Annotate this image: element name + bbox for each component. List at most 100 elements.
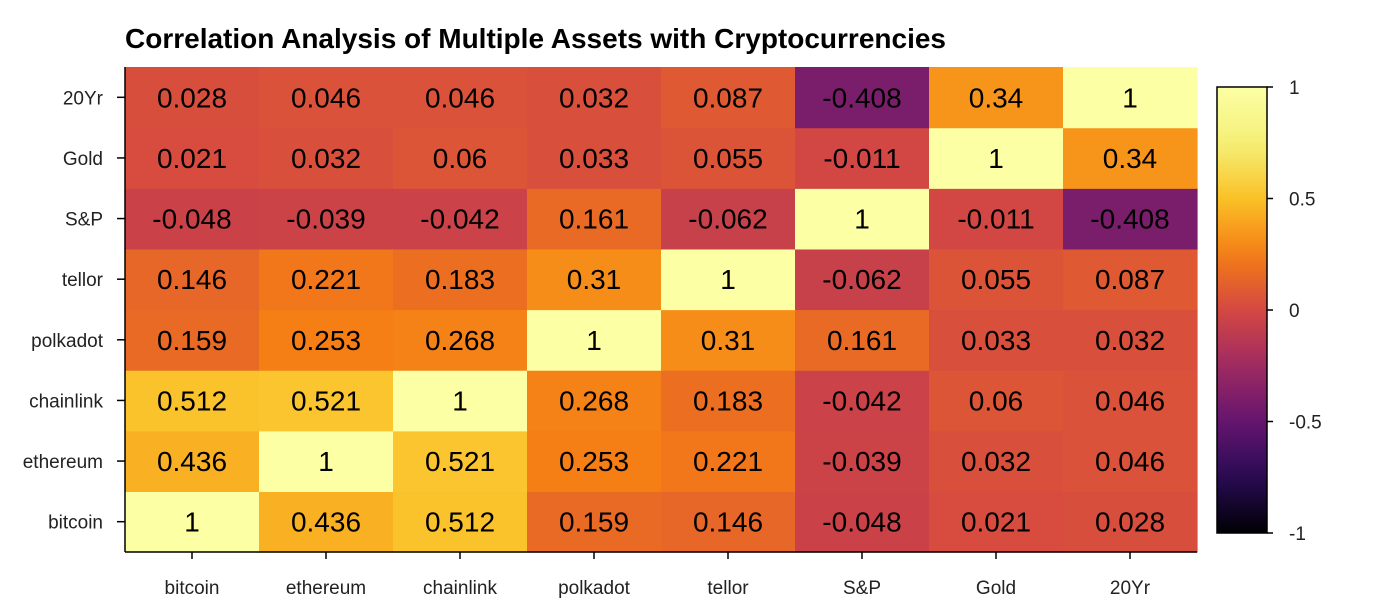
cell-value-label: 1 — [452, 385, 468, 416]
cell-value-label: 0.028 — [157, 82, 227, 113]
colorbar-gradient — [1216, 86, 1268, 534]
cell-value-label: -0.011 — [823, 143, 900, 174]
cell-value-label: -0.039 — [286, 204, 365, 235]
heatmap-cell — [527, 491, 662, 553]
cell-value-label: 0.512 — [157, 385, 227, 416]
cell-value-label: 0.032 — [291, 143, 361, 174]
cell-value-label: 0.046 — [425, 82, 495, 113]
heatmap-cell — [259, 309, 394, 371]
heatmap-cell — [1063, 430, 1198, 492]
heatmap-cell — [393, 248, 528, 311]
cell-value-label: 0.087 — [1095, 264, 1165, 295]
cell-value-label: 0.521 — [425, 446, 495, 477]
heatmap-cell — [259, 491, 394, 553]
cell-value-label: 0.512 — [425, 507, 495, 538]
heatmap-cell — [929, 491, 1064, 553]
heatmap-cell-labels: 1 0.436 0.512 0.159 0.146 -0.048 0.021 0.028 0.4… — [152, 82, 1169, 537]
chart-title: Correlation Analysis of Multiple Assets … — [125, 23, 946, 54]
heatmap-cell — [259, 248, 394, 311]
heatmap-cell — [795, 127, 930, 189]
heatmap-cell — [259, 67, 394, 129]
heatmap-cell — [929, 430, 1064, 492]
cell-value-label: 0.31 — [701, 325, 756, 356]
cell-value-label: 1 — [988, 143, 1004, 174]
heatmap-cell — [795, 491, 930, 553]
heatmap-cell — [393, 309, 528, 371]
cell-value-label: 0.159 — [559, 507, 629, 538]
heatmap-cell — [393, 67, 528, 129]
cell-value-label: 0.34 — [969, 82, 1024, 113]
cell-value-label: -0.011 — [957, 204, 1034, 235]
cell-value-label: 0.34 — [1103, 143, 1158, 174]
y-tick-label: Gold — [63, 149, 103, 170]
heatmap-cell — [1063, 248, 1198, 311]
cell-value-label: 0.268 — [559, 385, 629, 416]
heatmap-cell — [527, 370, 662, 432]
cell-value-label: 0.046 — [1095, 446, 1165, 477]
y-tick-label: bitcoin — [48, 513, 103, 534]
cell-value-label: 0.159 — [157, 325, 227, 356]
heatmap-cell — [259, 127, 394, 189]
heatmap-cell — [1063, 309, 1198, 371]
cell-value-label: 0.253 — [559, 446, 629, 477]
heatmap-cell — [125, 309, 260, 371]
heatmap-cell — [929, 309, 1064, 371]
cell-value-label: -0.048 — [822, 507, 901, 538]
heatmap-cell — [393, 370, 528, 432]
heatmap-cell — [527, 127, 662, 189]
cell-value-label: 0.06 — [433, 143, 488, 174]
x-tick-label: polkadot — [558, 578, 631, 599]
cell-value-label: 0.436 — [291, 507, 361, 538]
cell-value-label: 0.028 — [1095, 507, 1165, 538]
heatmap-cell — [795, 430, 930, 492]
cell-value-label: 0.31 — [567, 264, 622, 295]
y-tick-label: S&P — [65, 210, 103, 231]
cell-value-label: -0.048 — [152, 204, 231, 235]
heatmap-cell — [1063, 127, 1198, 189]
y-tick-label: chainlink — [29, 391, 103, 412]
cell-value-label: 0.032 — [961, 446, 1031, 477]
heatmap-cell — [125, 430, 260, 492]
heatmap-cell — [393, 430, 528, 492]
heatmap-cell — [125, 188, 260, 250]
cell-value-label: 0.183 — [425, 264, 495, 295]
cell-value-label: -0.408 — [822, 82, 901, 113]
x-tick-label: bitcoin — [165, 578, 220, 599]
cell-value-label: 0.146 — [157, 264, 227, 295]
heatmap-cell — [929, 248, 1064, 311]
cell-value-label: 0.032 — [1095, 325, 1165, 356]
cell-value-label: 1 — [720, 264, 736, 295]
heatmap-cell — [1063, 67, 1198, 129]
x-axis: bitcoin ethereum chainlink polkadot tellor S&… — [125, 551, 1197, 599]
heatmap-cell — [929, 67, 1064, 129]
heatmap-cell — [1063, 370, 1198, 432]
cell-value-label: 0.033 — [559, 143, 629, 174]
cell-value-label: 0.253 — [291, 325, 361, 356]
heatmap-cell — [527, 248, 662, 311]
heatmap-cell — [125, 127, 260, 189]
heatmap-cell — [795, 188, 930, 250]
colorbar-tick-label: -0.5 — [1289, 413, 1322, 434]
colorbar-tick-label: 1 — [1289, 78, 1300, 99]
x-tick-label: S&P — [843, 578, 881, 599]
cell-value-label: 0.06 — [969, 385, 1024, 416]
colorbar-tick-label: 0.5 — [1289, 190, 1315, 211]
x-tick-label: Gold — [976, 578, 1016, 599]
heatmap-cell — [661, 67, 796, 129]
cell-value-label: 0.183 — [693, 385, 763, 416]
cell-value-label: 0.436 — [157, 446, 227, 477]
heatmap-cell — [661, 309, 796, 371]
cell-value-label: -0.408 — [1090, 204, 1169, 235]
heatmap-cell — [527, 309, 662, 371]
cell-value-label: 0.161 — [559, 204, 629, 235]
x-tick-label: chainlink — [423, 578, 497, 599]
y-axis: bitcoin ethereum chainlink polkadot tellor S&… — [23, 67, 126, 552]
y-tick-label: ethereum — [23, 452, 103, 473]
cell-value-label: 0.521 — [291, 385, 361, 416]
heatmap-cell — [929, 370, 1064, 432]
heatmap-cell — [125, 248, 260, 311]
colorbar-tick-label: 0 — [1289, 301, 1300, 322]
x-tick-label: 20Yr — [1110, 578, 1151, 599]
heatmap-cells — [125, 67, 1198, 553]
